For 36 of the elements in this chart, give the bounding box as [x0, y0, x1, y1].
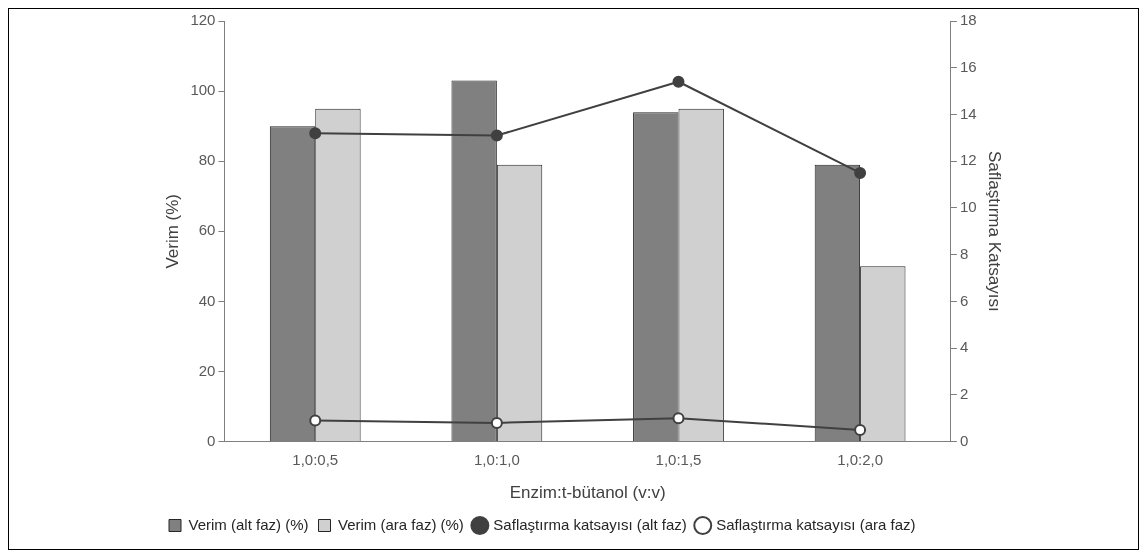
- point: [309, 414, 322, 427]
- point: [854, 423, 867, 436]
- point: [672, 412, 685, 425]
- x-tick-label: 1,0:0,5: [292, 450, 339, 468]
- point: [490, 129, 503, 142]
- y-tick-label: 0: [207, 431, 216, 449]
- y-tick-label: 40: [198, 291, 216, 309]
- y2-tick-label: 4: [959, 338, 969, 356]
- y-tick-label: 100: [190, 81, 216, 99]
- point: [309, 127, 322, 140]
- point: [672, 75, 685, 88]
- y-tick-label: 80: [198, 151, 216, 169]
- legend-label: Saflaştırma katsayısı (ara faz): [716, 515, 916, 533]
- y-tick-label: 120: [190, 11, 216, 29]
- x-tick-label: 1,0:2,0: [837, 450, 884, 468]
- y2-axis-title: Saflaştırma Katsayısı: [985, 150, 1005, 312]
- legend-label: Verim (alt faz) (%): [188, 515, 309, 533]
- y-axis-title: Verim (%): [162, 193, 182, 269]
- y2-tick-label: 0: [959, 431, 969, 449]
- y2-tick-label: 6: [959, 291, 969, 309]
- y-tick-label: 20: [198, 361, 216, 379]
- y2-tick-label: 10: [959, 198, 977, 216]
- x-tick-label: 1,0:1,5: [655, 450, 702, 468]
- y2-tick-label: 18: [959, 11, 977, 29]
- x-axis-title: Enzim:t-bütanol (v:v): [509, 483, 666, 503]
- y2-tick-label: 12: [959, 151, 977, 169]
- x-tick-label: 1,0:1,0: [473, 450, 520, 468]
- y-tick-label: 60: [198, 221, 216, 239]
- y2-tick-label: 16: [959, 57, 977, 75]
- y2-tick-label: 14: [959, 104, 977, 122]
- point: [854, 166, 867, 179]
- legend-label: Saflaştırma katsayısı (alt faz): [493, 515, 687, 533]
- point: [490, 416, 503, 429]
- legend-label: Verim (ara faz) (%): [338, 515, 464, 533]
- y2-tick-label: 8: [959, 244, 969, 262]
- y2-tick-label: 2: [959, 385, 969, 403]
